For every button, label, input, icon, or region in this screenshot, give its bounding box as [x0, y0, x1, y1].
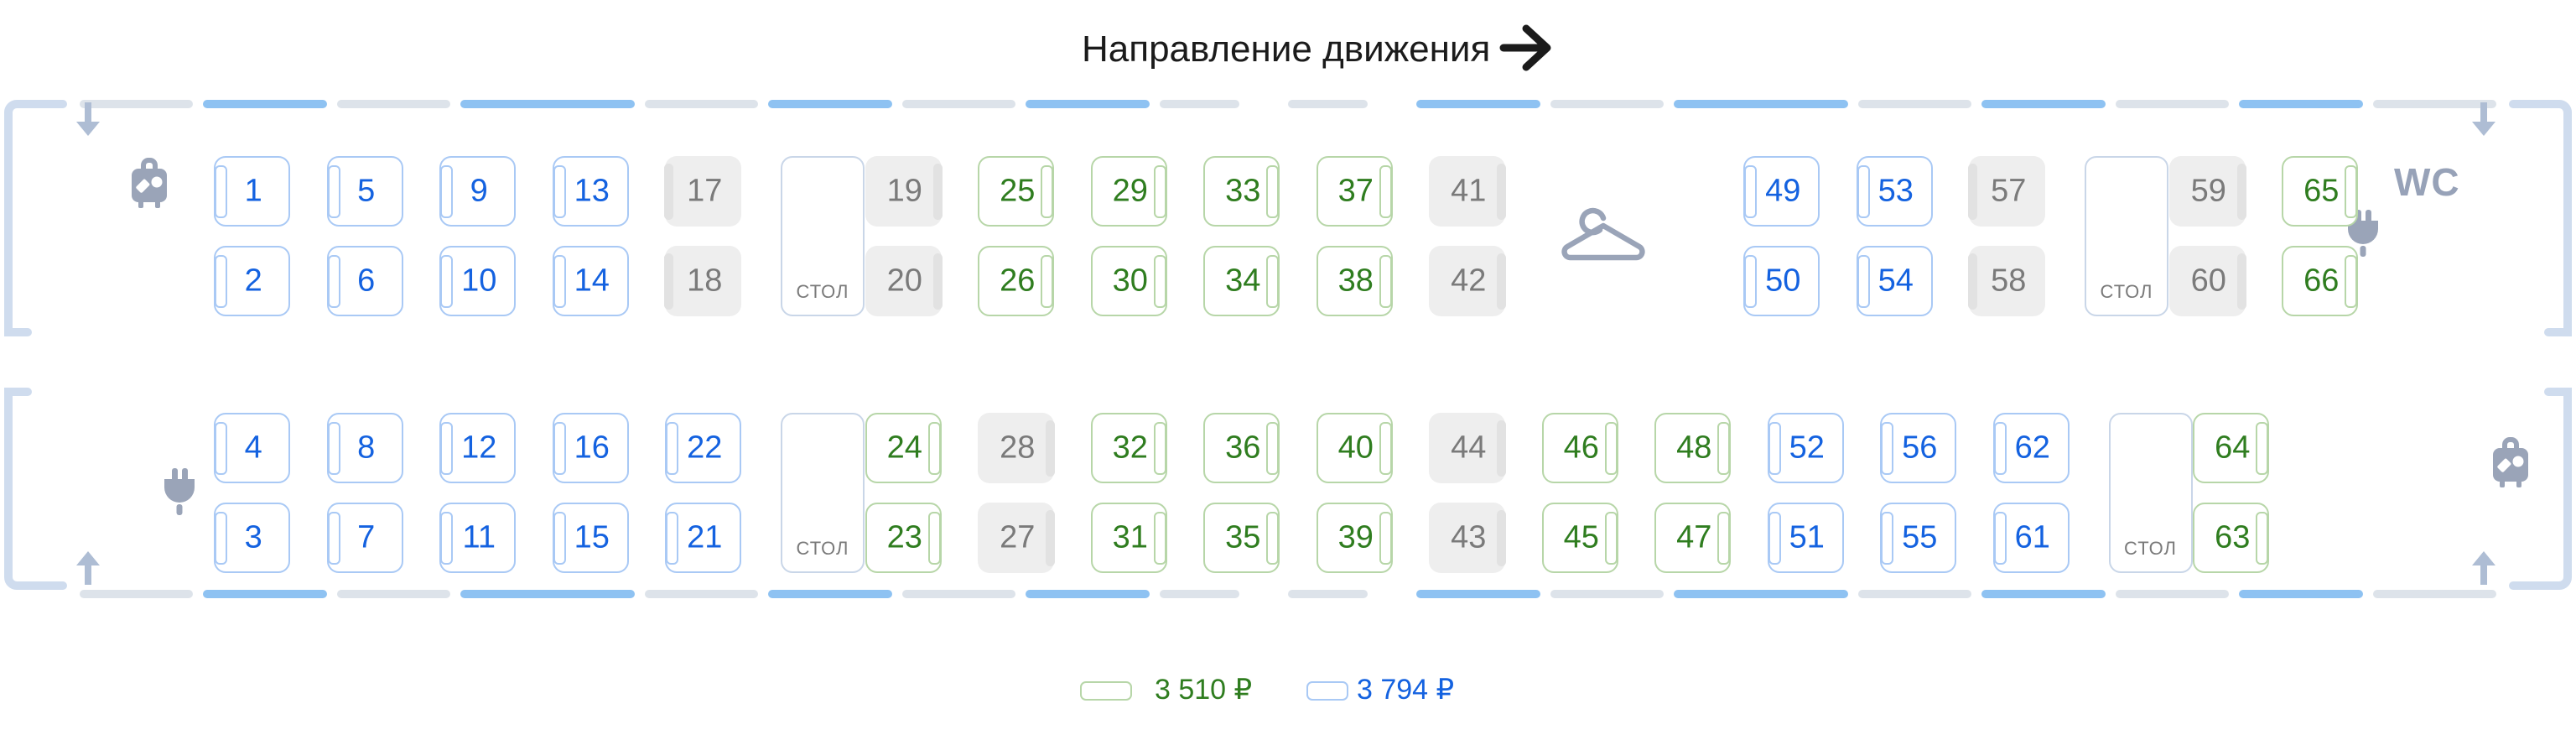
svg-text:3 510 ₽: 3 510 ₽	[1155, 674, 1252, 706]
svg-text:3 794 ₽: 3 794 ₽	[1357, 674, 1454, 706]
svg-text:WC: WC	[2394, 160, 2460, 204]
